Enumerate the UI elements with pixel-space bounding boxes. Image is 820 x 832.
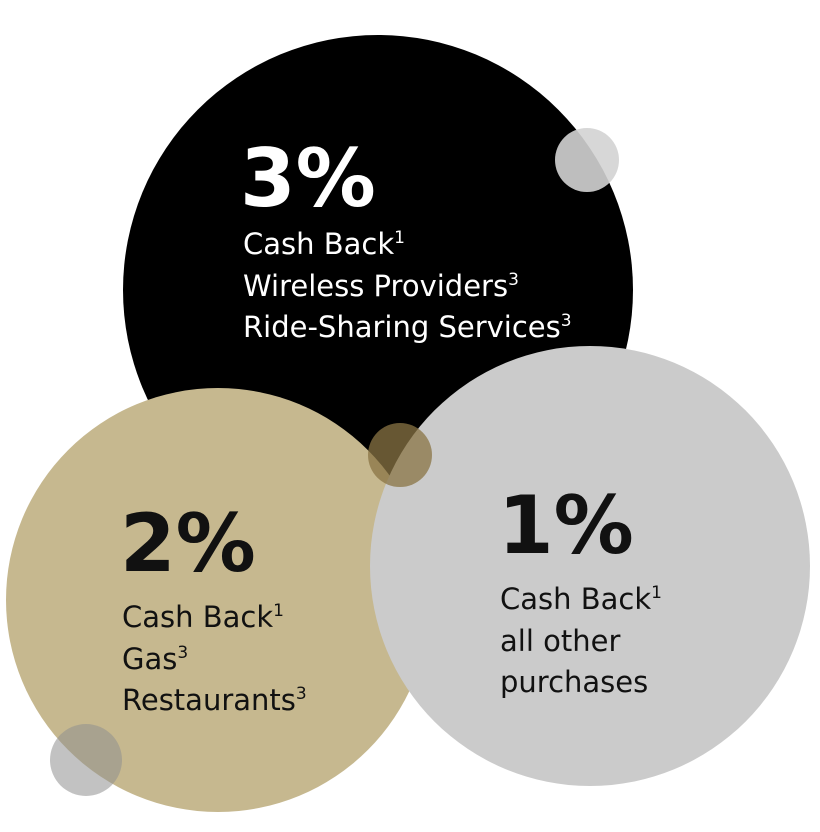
- footnote: 3: [296, 684, 307, 704]
- line-text: Restaurants: [122, 683, 296, 717]
- line-text: Cash Back: [243, 227, 394, 261]
- footnote: 1: [651, 583, 662, 603]
- footnote: 1: [273, 601, 284, 621]
- line-text: purchases: [500, 665, 648, 699]
- offer-line: Restaurants3: [122, 683, 307, 717]
- gray-circle: [370, 346, 810, 786]
- offer-line: Ride-Sharing Services3: [243, 310, 572, 344]
- line-text: all other: [500, 624, 620, 658]
- offer-line: purchases: [500, 665, 648, 699]
- accent-circle: [368, 423, 432, 487]
- offer-line: Gas3: [122, 642, 188, 676]
- offer-line: Cash Back1: [122, 600, 284, 634]
- offer-3: 3% Cash Back1 Wireless Providers3 Ride-S…: [240, 132, 572, 344]
- accent-circle: [50, 724, 122, 796]
- footnote: 3: [508, 270, 519, 290]
- line-text: Ride-Sharing Services: [243, 310, 561, 344]
- line-text: Cash Back: [500, 582, 651, 616]
- tan-circle: [6, 388, 430, 812]
- offer-1: 1% Cash Back1 all other purchases: [498, 479, 662, 699]
- footnote: 3: [177, 643, 188, 663]
- offer-line: Wireless Providers3: [243, 269, 519, 303]
- rate: 1%: [498, 479, 634, 572]
- offer-line: Cash Back1: [500, 582, 662, 616]
- line-text: Cash Back: [122, 600, 273, 634]
- offer-2: 2% Cash Back1 Gas3 Restaurants3: [120, 497, 307, 717]
- rate: 3%: [240, 132, 376, 225]
- footnote: 3: [561, 311, 572, 331]
- rate: 2%: [120, 497, 256, 590]
- footnote: 1: [394, 228, 405, 248]
- accent-circle: [555, 128, 619, 192]
- line-text: Gas: [122, 642, 177, 676]
- line-text: Wireless Providers: [243, 269, 508, 303]
- offer-line: Cash Back1: [243, 227, 405, 261]
- offer-line: all other: [500, 624, 620, 658]
